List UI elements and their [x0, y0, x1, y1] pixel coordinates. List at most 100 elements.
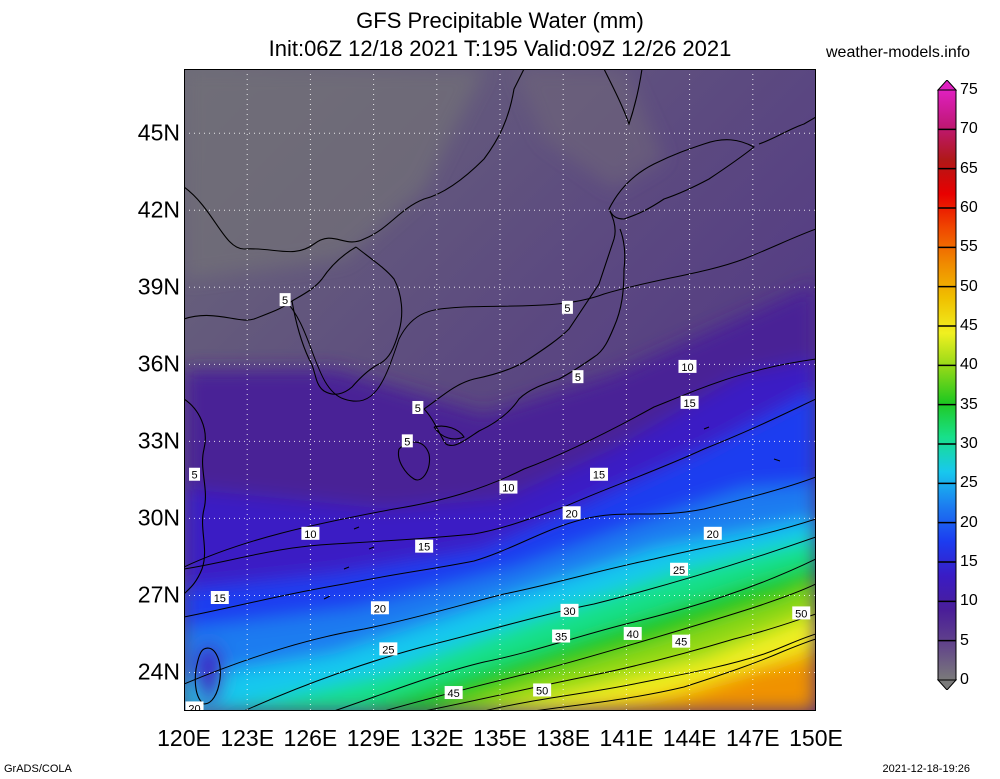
- svg-text:25: 25: [382, 644, 394, 656]
- colorbar-label: 25: [960, 474, 978, 492]
- contour-label: 15: [590, 467, 609, 482]
- svg-text:20: 20: [566, 508, 578, 520]
- colorbar: [936, 80, 958, 690]
- colorbar-label: 10: [960, 592, 978, 610]
- svg-text:20: 20: [188, 703, 200, 711]
- contour-label: 5: [561, 300, 573, 315]
- svg-text:50: 50: [795, 608, 807, 620]
- colorbar-label: 15: [960, 553, 978, 570]
- svg-text:35: 35: [555, 632, 567, 644]
- contour-label: 45: [672, 634, 691, 649]
- colorbar-scale: [937, 89, 957, 681]
- colorbar-label: 45: [960, 317, 978, 334]
- site-credit: weather-models.info: [826, 44, 971, 61]
- lon-tick-label: 144E: [662, 725, 717, 751]
- colorbar-min-arrow: [936, 679, 958, 690]
- svg-text:5: 5: [575, 372, 581, 384]
- contour-label: 40: [623, 626, 642, 641]
- precipitable-water-map: 5 5 5 5 5 5 10 15 15 10 20 10 15 20 25 15 20 30 35 40 45 50 25…: [184, 69, 816, 711]
- lon-tick-label: 120E: [157, 725, 211, 751]
- svg-text:15: 15: [593, 470, 605, 482]
- colorbar-label: 55: [960, 238, 978, 256]
- contour-label: 20: [185, 701, 204, 711]
- svg-text:20: 20: [374, 603, 386, 615]
- contour-label: 35: [552, 629, 571, 644]
- colorbar-label: 20: [960, 513, 978, 531]
- svg-text:5: 5: [415, 403, 421, 415]
- svg-text:5: 5: [191, 470, 197, 482]
- lat-tick-label: 27N: [137, 581, 180, 608]
- coastlines: [184, 69, 816, 705]
- lat-tick-label: 45N: [137, 119, 180, 146]
- colorbar-max-arrow: [936, 80, 958, 91]
- svg-text:10: 10: [502, 483, 514, 495]
- svg-text:25: 25: [673, 565, 685, 577]
- contour-labels: 5 5 5 5 5 5 10 15 15 10 20 10 15 20 25 15 20 30 35 40 45 50 25…: [185, 293, 811, 711]
- contour-label: 15: [680, 395, 699, 410]
- lon-tick-label: 147E: [725, 725, 780, 751]
- colorbar-label: 75: [960, 81, 978, 98]
- chart-subtitle: Init:06Z 12/18 2021 T:195 Valid:09Z 12/2…: [268, 36, 732, 61]
- colorbar-label: 30: [960, 435, 978, 452]
- colorbar-label: 5: [960, 631, 969, 649]
- map-frame: [184, 69, 816, 711]
- contour-label: 10: [301, 526, 320, 541]
- contour-label: 50: [533, 683, 552, 697]
- map-panel: 5 5 5 5 5 5 10 15 15 10 20 10 15 20 25 15 20 30 35 40 45 50 25…: [184, 69, 816, 711]
- svg-text:10: 10: [304, 529, 316, 541]
- svg-text:15: 15: [683, 398, 695, 410]
- svg-text:45: 45: [448, 688, 460, 700]
- contour-label: 5: [572, 370, 584, 384]
- footer-timestamp: 2021-12-18-19:26: [882, 763, 970, 775]
- lat-tick-label: 33N: [137, 427, 180, 454]
- contour-label: 45: [444, 686, 463, 700]
- contour-label: 10: [499, 480, 518, 495]
- svg-text:10: 10: [681, 362, 693, 374]
- lon-tick-label: 132E: [409, 725, 464, 751]
- contour-label: 5: [189, 467, 201, 482]
- lat-tick-label: 42N: [137, 196, 180, 223]
- svg-text:15: 15: [214, 593, 226, 605]
- lat-tick-label: 39N: [137, 273, 180, 300]
- lat-tick-label: 30N: [137, 504, 180, 531]
- contour-label: 5: [412, 400, 424, 415]
- colorbar-label: 40: [960, 356, 978, 374]
- contour-label: 20: [562, 506, 581, 520]
- svg-text:45: 45: [675, 637, 687, 649]
- contour-label: 25: [670, 562, 689, 577]
- lon-tick-label: 129E: [346, 725, 401, 751]
- contour-label: 20: [703, 526, 722, 541]
- svg-text:50: 50: [536, 685, 548, 697]
- contour-label: 25: [379, 642, 398, 656]
- lat-tick-label: 24N: [137, 658, 180, 685]
- contour-label: 15: [415, 539, 434, 554]
- colorbar-label: 60: [960, 199, 978, 216]
- colorbar-label: 65: [960, 159, 978, 177]
- contour-label: 15: [210, 591, 229, 605]
- svg-text:30: 30: [563, 606, 575, 618]
- chart-title: GFS Precipitable Water (mm): [356, 8, 644, 33]
- colorbar-label: 35: [960, 395, 978, 413]
- lon-tick-label: 123E: [220, 725, 275, 751]
- lon-tick-label: 138E: [536, 725, 591, 751]
- svg-text:40: 40: [627, 629, 639, 641]
- colorbar-label: 0: [960, 671, 969, 688]
- contour-label: 30: [560, 603, 579, 618]
- colorbar-label: 70: [960, 120, 978, 138]
- svg-text:5: 5: [282, 295, 288, 307]
- footer-credit: GrADS/COLA: [4, 763, 72, 775]
- contour-label: 20: [370, 601, 389, 615]
- contour-label: 5: [401, 434, 413, 448]
- colorbar-label: 50: [960, 277, 978, 295]
- lon-tick-label: 135E: [473, 725, 527, 751]
- lon-tick-label: 141E: [599, 725, 654, 751]
- lat-tick-label: 36N: [137, 350, 180, 377]
- lon-tick-label: 126E: [283, 725, 338, 751]
- contour-label: 10: [678, 359, 697, 374]
- svg-text:5: 5: [404, 436, 410, 448]
- svg-text:15: 15: [418, 542, 430, 554]
- lon-tick-label: 150E: [789, 725, 843, 751]
- contour-label: 50: [792, 606, 811, 620]
- contour-label: 5: [279, 293, 291, 307]
- svg-text:5: 5: [564, 303, 570, 315]
